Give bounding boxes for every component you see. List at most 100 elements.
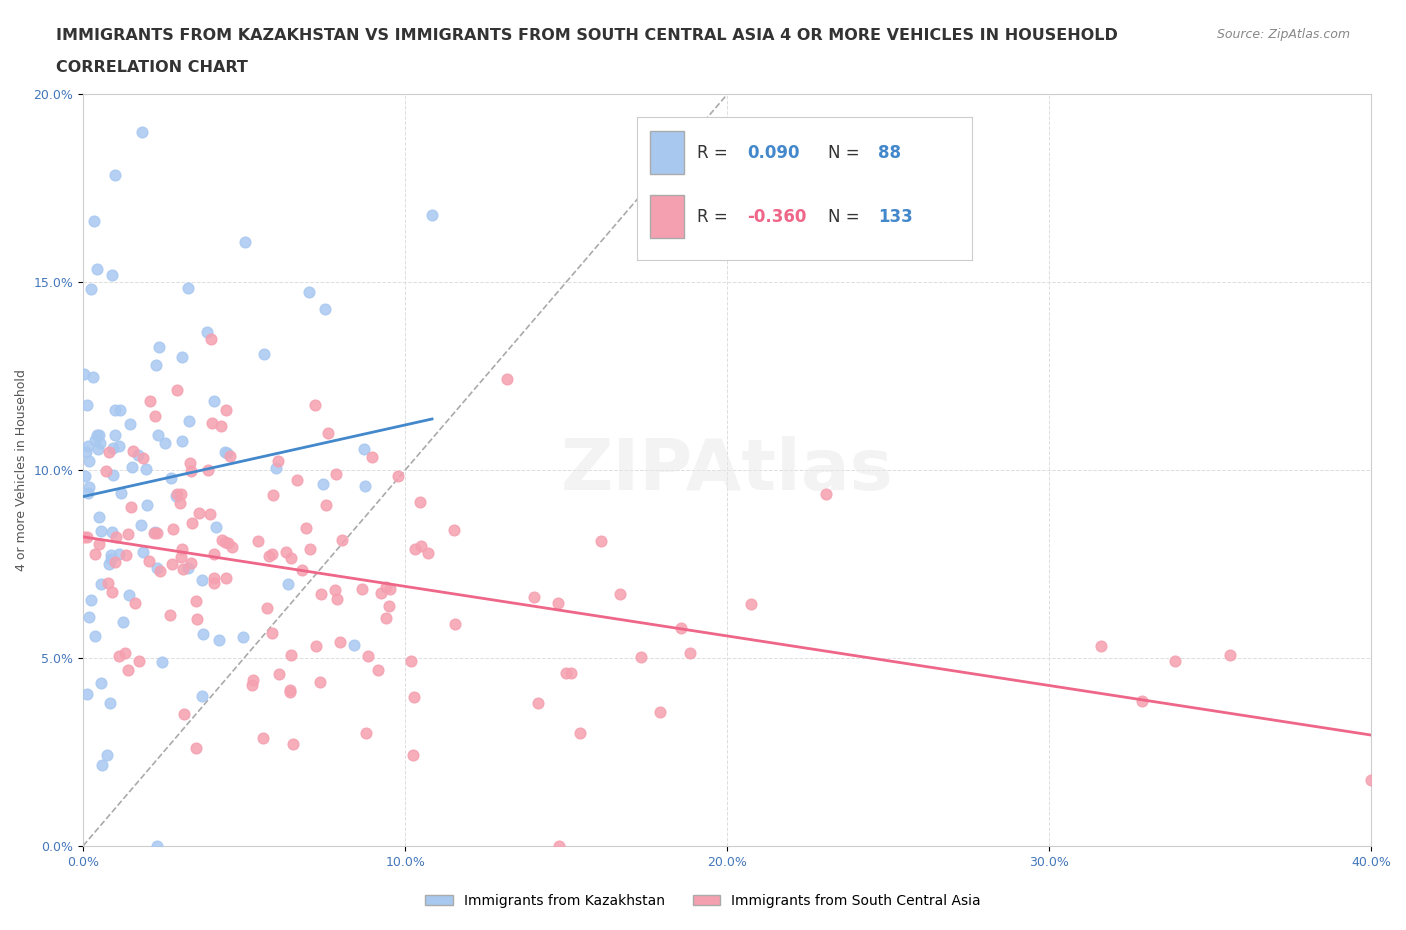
Point [129,518,152,533]
Point [77,485,100,500]
Point [353,442,375,457]
Point [76,398,98,413]
Point [173,707,195,722]
Point [291,563,314,578]
Text: IMMIGRANTS FROM KAZAKHSTAN VS IMMIGRANTS FROM SOUTH CENTRAL ASIA 4 OR MORE VEHIC: IMMIGRANTS FROM KAZAKHSTAN VS IMMIGRANTS… [56,28,1118,43]
Point [101,268,124,283]
Point [201,416,224,431]
Point [114,645,136,660]
Point [609,586,631,601]
Point [149,564,172,578]
Point [278,683,301,698]
Point [343,638,366,653]
Point [1090,639,1112,654]
Point [252,730,274,745]
Point [280,551,302,565]
Point [101,584,124,599]
Point [166,383,188,398]
Point [1360,772,1382,787]
Point [495,372,517,387]
Point [79,454,101,469]
Point [90,524,112,538]
Point [159,471,181,485]
Point [104,555,127,570]
Point [205,519,228,534]
Point [104,403,127,418]
Point [267,454,290,469]
Point [91,758,114,773]
Point [325,467,347,482]
Point [278,684,301,699]
Point [209,418,232,433]
Point [121,444,143,458]
Point [316,426,339,441]
Point [200,331,222,346]
Point [107,546,129,561]
Point [89,436,111,451]
Point [311,476,333,491]
Point [177,280,200,295]
Point [148,340,170,355]
Point [150,655,173,670]
Point [94,464,117,479]
Point [352,582,374,597]
Point [1164,654,1187,669]
Point [257,549,280,564]
Point [145,560,167,575]
Point [630,649,652,664]
Point [202,570,225,585]
Point [330,532,353,547]
Point [208,633,231,648]
Point [547,595,569,610]
Point [308,675,330,690]
Point [105,530,128,545]
Point [89,510,111,525]
Point [323,582,346,597]
Point [548,838,571,853]
Point [329,634,352,649]
Text: Source: ZipAtlas.com: Source: ZipAtlas.com [1216,28,1350,41]
Point [83,214,105,229]
Point [232,630,254,644]
Point [170,486,193,501]
Point [247,534,270,549]
Point [443,523,465,538]
Point [815,486,838,501]
Point [117,526,139,541]
Y-axis label: 4 or more Vehicles in Household: 4 or more Vehicles in Household [15,369,28,571]
Point [135,498,157,512]
Point [184,740,207,755]
Point [153,435,176,450]
Point [367,662,389,677]
Point [165,489,187,504]
Point [145,358,167,373]
Point [218,449,240,464]
Point [180,463,202,478]
Point [89,428,111,443]
Point [256,601,278,616]
Point [253,347,276,362]
Point [375,579,398,594]
Point [127,447,149,462]
Point [82,369,104,384]
Point [115,548,138,563]
Point [267,667,290,682]
Point [97,576,120,591]
Point [260,625,283,640]
Point [128,653,150,668]
Point [233,235,256,250]
Point [77,479,100,494]
Point [139,393,162,408]
Point [554,666,576,681]
Point [100,547,122,562]
Point [211,533,233,548]
Point [404,689,426,704]
Point [242,672,264,687]
Point [87,442,110,457]
Point [138,554,160,569]
Point [145,525,167,539]
Point [108,439,131,454]
Point [177,560,200,575]
Point [84,629,107,644]
Point [148,427,170,442]
